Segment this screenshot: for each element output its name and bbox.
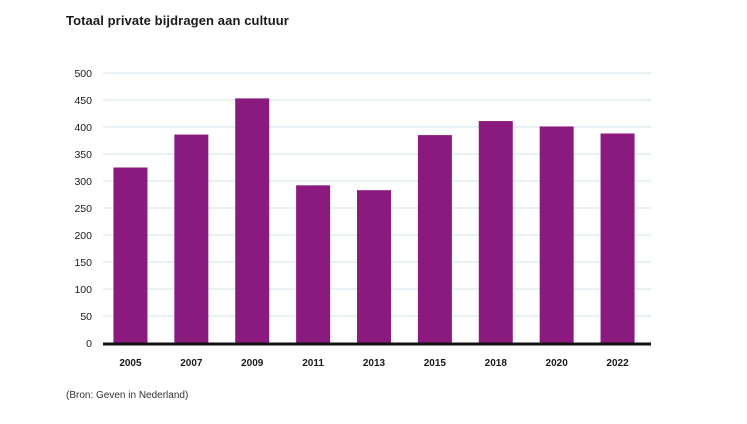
x-tick-label: 2007 <box>180 358 203 369</box>
x-tick-label: 2018 <box>485 358 508 369</box>
x-axis-ticks: 2005 2007 2009 2011 2013 2015 2018 2020 2022 <box>119 358 629 369</box>
y-tick-label: 100 <box>74 284 92 296</box>
bars <box>113 98 635 344</box>
y-tick-label: 300 <box>74 176 92 188</box>
bar-2011 <box>296 185 331 343</box>
y-tick-label: 200 <box>74 230 92 242</box>
bar-2009 <box>235 98 270 343</box>
x-tick-label: 2022 <box>606 358 629 369</box>
x-tick-label: 2013 <box>363 358 386 369</box>
x-tick-label: 2011 <box>302 358 324 369</box>
chart-title: Totaal private bijdragen aan cultuur <box>66 13 289 28</box>
y-tick-label: 150 <box>74 257 92 269</box>
y-tick-label: 0 <box>86 338 92 350</box>
x-tick-label: 2009 <box>241 358 264 369</box>
bar-2022 <box>600 133 635 343</box>
y-axis-ticks: 0 50 100 150 200 250 300 350 400 450 500 <box>74 68 92 350</box>
y-tick-label: 250 <box>74 203 92 215</box>
bar-2015 <box>417 135 452 343</box>
y-tick-label: 500 <box>74 68 92 80</box>
x-tick-label: 2020 <box>546 358 569 369</box>
y-tick-label: 50 <box>80 311 92 323</box>
x-tick-label: 2005 <box>119 358 142 369</box>
bar-2020 <box>539 126 574 344</box>
chart-source: (Bron: Geven in Nederland) <box>66 390 189 401</box>
bar-2018 <box>478 121 513 343</box>
bar-2005 <box>113 167 148 343</box>
y-tick-label: 450 <box>74 95 92 107</box>
x-tick-label: 2015 <box>424 358 447 369</box>
bar-2007 <box>174 134 209 343</box>
y-tick-label: 350 <box>74 149 92 161</box>
bar-2013 <box>357 190 391 343</box>
y-tick-label: 400 <box>74 122 92 134</box>
